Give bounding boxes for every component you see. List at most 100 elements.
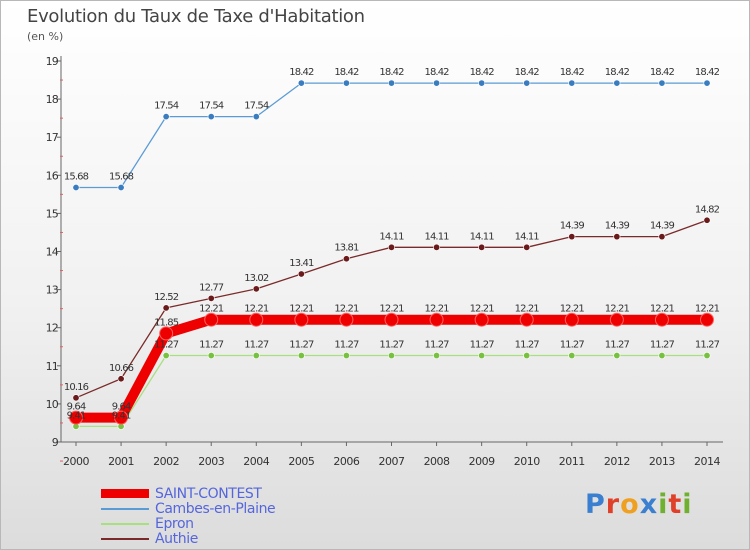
unit-label: (en %): [27, 30, 64, 43]
x-tick-label: 2002: [153, 455, 179, 468]
data-point: [162, 304, 170, 312]
data-point: [564, 312, 579, 327]
data-point: [474, 312, 489, 327]
data-point: [703, 352, 711, 360]
proxiti-logo: Proxiti: [585, 489, 693, 520]
data-label: 12.21: [605, 304, 630, 315]
data-point: [433, 352, 441, 360]
legend-item-authie[interactable]: Authie: [101, 531, 275, 547]
data-label: 11.85: [154, 317, 179, 328]
data-label: 11.27: [695, 340, 720, 351]
data-point: [568, 79, 576, 87]
data-label: 12.21: [695, 304, 720, 315]
data-label: 14.39: [560, 221, 585, 232]
logo-letter: P: [585, 489, 606, 520]
x-tick-label: 2005: [288, 455, 314, 468]
x-tick-label: 2009: [469, 455, 495, 468]
data-label: 11.27: [425, 340, 450, 351]
legend-swatch-epron: [101, 522, 149, 525]
legend-label: Epron: [155, 515, 194, 532]
data-point: [568, 233, 576, 241]
legend-item-cambes-en-plaine[interactable]: Cambes-en-Plaine: [101, 501, 276, 517]
data-label: 11.27: [289, 340, 314, 351]
data-label: 18.42: [289, 67, 314, 78]
data-point: [523, 352, 531, 360]
data-label: 14.11: [425, 231, 450, 242]
data-point: [207, 113, 215, 121]
legend-item-epron[interactable]: Epron: [101, 515, 275, 532]
data-point: [429, 312, 444, 327]
data-label: 14.39: [605, 221, 630, 232]
data-label: 18.42: [695, 67, 720, 78]
data-point: [700, 312, 714, 327]
data-label: 14.11: [379, 231, 404, 242]
data-point: [658, 233, 666, 241]
data-label: 9.64: [67, 402, 86, 413]
data-point: [613, 79, 621, 87]
data-label: 12.21: [289, 304, 314, 315]
data-label: 9.41: [67, 410, 86, 421]
data-point: [297, 79, 305, 87]
data-label: 18.42: [425, 67, 450, 78]
x-tick-label: 2001: [108, 455, 134, 468]
data-label: 14.82: [695, 204, 720, 215]
y-tick-label: 12: [46, 322, 58, 335]
series-line-cambes-en-plaine: [76, 82, 707, 189]
data-label: 13.02: [244, 273, 269, 284]
x-tick-label: 2000: [63, 455, 89, 468]
x-tick-label: 2004: [243, 455, 269, 468]
legend-swatch-cambes-en-plaine: [101, 507, 149, 510]
data-label: 13.41: [289, 258, 314, 269]
data-label: 11.27: [199, 340, 224, 351]
x-tick-label: 2010: [514, 455, 540, 468]
data-label: 9.64: [112, 402, 131, 413]
logo-letter: t: [668, 489, 683, 520]
data-point: [609, 312, 624, 327]
data-point: [703, 79, 711, 87]
x-tick-label: 2014: [694, 455, 720, 468]
data-point: [114, 410, 129, 425]
data-point: [117, 375, 125, 383]
data-label: 17.54: [199, 101, 224, 112]
data-label: 17.54: [154, 101, 179, 112]
data-point: [117, 183, 125, 191]
legend-label: SAINT-CONTEST: [155, 485, 262, 502]
logo-letter: r: [605, 489, 621, 520]
data-label: 18.42: [605, 67, 630, 78]
data-point: [658, 79, 666, 87]
data-label: 14.11: [470, 231, 495, 242]
data-point: [252, 113, 260, 121]
data-label: 18.42: [470, 67, 495, 78]
data-point: [249, 312, 264, 327]
data-label: 11.27: [470, 340, 495, 351]
data-point: [703, 216, 711, 224]
y-tick-label: 10: [46, 398, 59, 411]
data-point: [613, 233, 621, 241]
data-label: 11.27: [560, 340, 585, 351]
x-tick-label: 2003: [198, 455, 224, 468]
data-label: 11.27: [515, 340, 540, 351]
data-label: 11.27: [379, 340, 404, 351]
data-point: [207, 352, 215, 360]
x-tick-label: 2006: [333, 455, 359, 468]
data-point: [658, 352, 666, 360]
x-tick-label: 2012: [604, 455, 630, 468]
x-tick-label: 2007: [379, 455, 405, 468]
data-label: 9.41: [112, 410, 131, 421]
data-point: [297, 270, 305, 278]
data-label: 11.27: [154, 340, 179, 351]
data-label: 18.42: [650, 67, 675, 78]
legend: SAINT-CONTEST Cambes-en-Plaine Epron Aut…: [101, 485, 276, 547]
x-tick-label: 2011: [559, 455, 585, 468]
data-point: [568, 352, 576, 360]
data-label: 13.81: [334, 243, 359, 254]
y-tick-label: 13: [46, 284, 59, 297]
logo-letter: i: [682, 489, 693, 520]
data-point: [72, 394, 80, 402]
data-point: [654, 312, 669, 327]
logo-letter: o: [620, 489, 640, 520]
logo-letter: i: [658, 489, 669, 520]
data-label: 12.21: [425, 304, 450, 315]
legend-item-saint-contest[interactable]: SAINT-CONTEST: [101, 485, 275, 502]
